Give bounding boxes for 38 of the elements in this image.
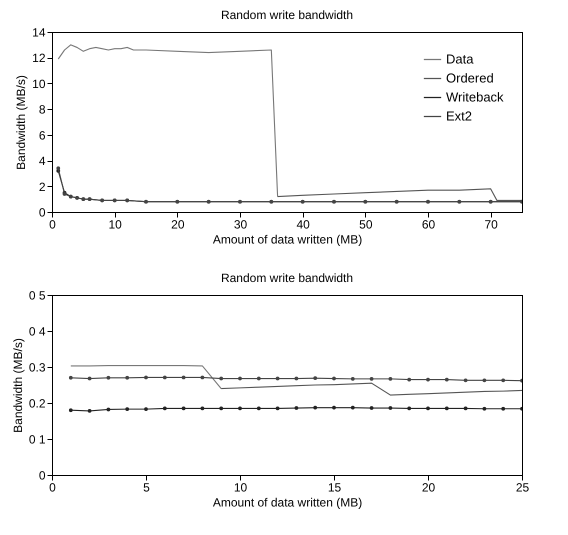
y-tick-label: 4	[38, 154, 46, 168]
legend-label: Data	[446, 52, 474, 66]
x-tick-label: 40	[296, 218, 310, 232]
chart-title: Random write bandwidth	[220, 271, 354, 285]
y-tick-label: 0 5	[28, 288, 46, 302]
y-axis-title: Bandwidth (MB/s)	[14, 75, 28, 170]
x-tick-label: 50	[359, 218, 373, 232]
x-tick-label: 0	[49, 480, 56, 494]
legend-label: Ext2	[446, 108, 472, 124]
y-tick-label: 0	[38, 206, 46, 220]
y-tick-label: 8	[38, 102, 46, 117]
x-axis-title: Amount of data written (MB)	[212, 496, 362, 510]
x-tick-label: 70	[484, 218, 498, 232]
x-tick-label: 5	[143, 480, 150, 494]
x-tick-label: 20	[422, 480, 436, 494]
x-tick-label: 60	[422, 218, 436, 232]
x-tick-label: 30	[234, 218, 248, 232]
legend-label: Writeback	[446, 90, 504, 104]
y-tick-label: 2	[38, 180, 46, 194]
y-tick-label: 6	[38, 128, 46, 142]
y-tick-label: 12	[32, 51, 46, 66]
x-tick-label: 10	[234, 480, 248, 494]
y-tick-label: 0 4	[28, 324, 46, 338]
x-tick-label: 0	[49, 218, 56, 232]
legend-label: Ordered	[446, 70, 494, 86]
y-tick-label: 0	[38, 468, 46, 482]
x-tick-label: 15	[328, 480, 342, 494]
y-tick-label: 14	[32, 26, 46, 40]
x-tick-label: 10	[108, 218, 122, 232]
y-tick-label: 0 1	[28, 432, 46, 446]
y-tick-label: 0.2	[28, 396, 46, 410]
chart-title: Random write bandwidth	[220, 8, 354, 22]
y-tick-label: 0.3	[28, 360, 46, 374]
y-axis-title: Bandwidth (MB/s)	[10, 338, 25, 433]
x-tick-label: 20	[171, 218, 185, 232]
x-axis-title: Amount of data written (MB)	[212, 232, 362, 246]
x-tick-label: 25	[516, 480, 530, 494]
y-tick-label: 10	[32, 76, 46, 91]
